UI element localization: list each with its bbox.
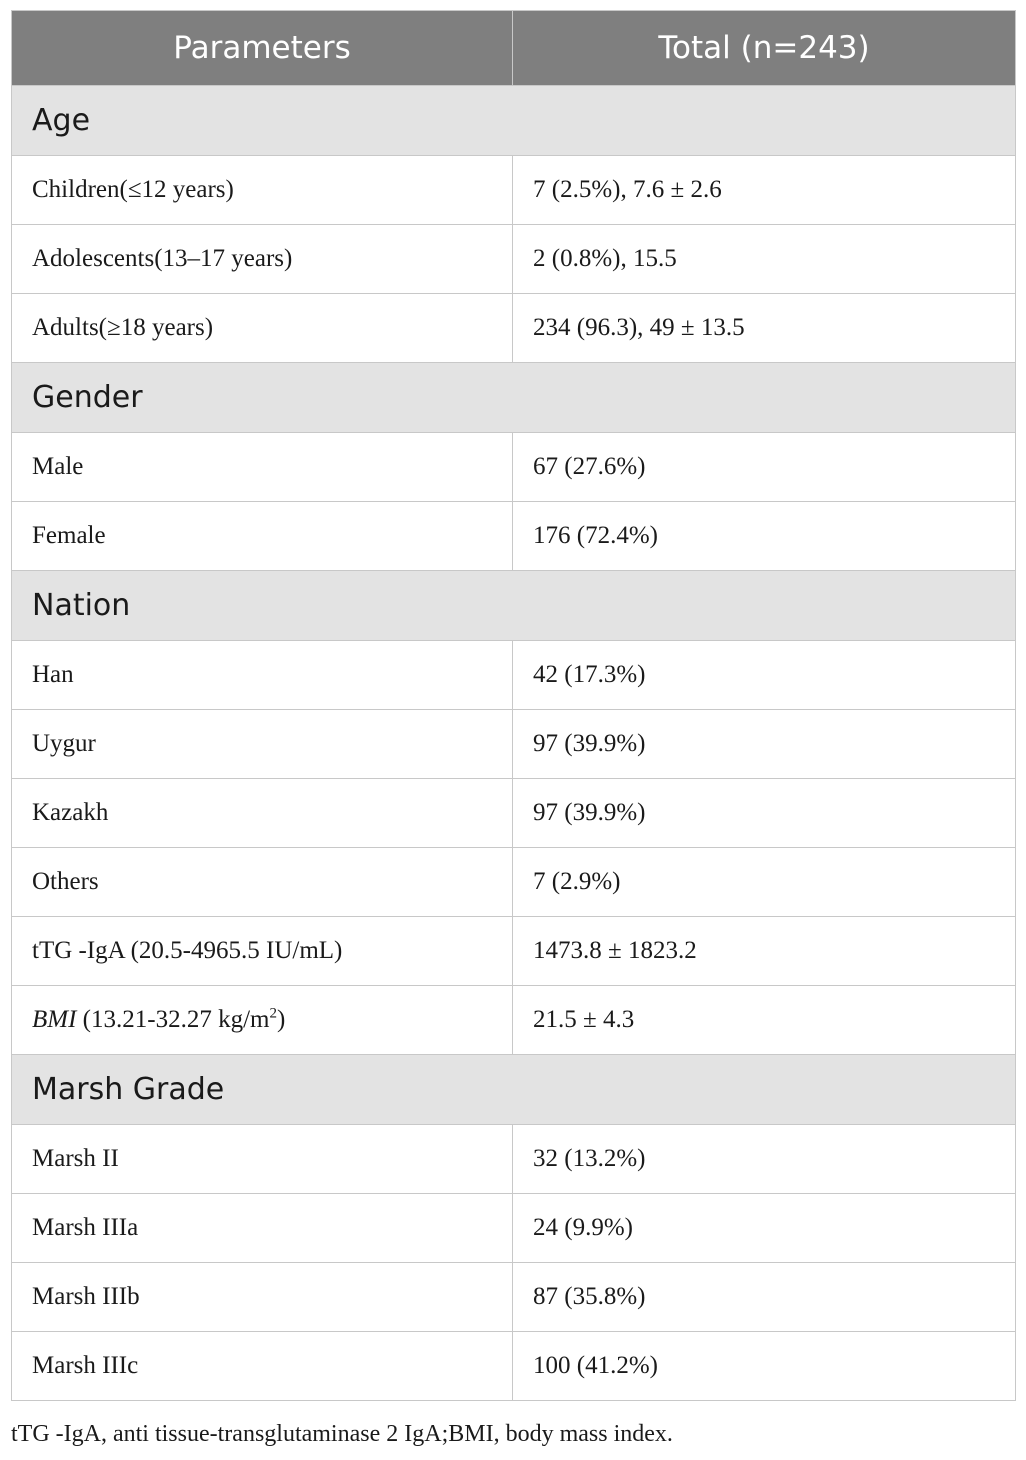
- row-label: Kazakh: [11, 778, 513, 848]
- row-label: Marsh IIIa: [11, 1193, 513, 1263]
- group-label: Nation: [11, 570, 1016, 641]
- table-row: Children(≤12 years) 7 (2.5%), 7.6 ± 2.6: [11, 155, 1016, 225]
- row-label: Female: [11, 501, 513, 571]
- table-row: BMI (13.21-32.27 kg/m2) 21.5 ± 4.3: [11, 985, 1016, 1055]
- row-value: 67 (27.6%): [512, 432, 1016, 502]
- row-label-bmi: BMI (13.21-32.27 kg/m2): [11, 985, 513, 1055]
- row-label: Others: [11, 847, 513, 917]
- table-row: Han 42 (17.3%): [11, 640, 1016, 710]
- row-value: 1473.8 ± 1823.2: [512, 916, 1016, 986]
- bmi-abbrev: BMI: [32, 1006, 77, 1033]
- group-label: Gender: [11, 362, 1016, 433]
- row-value: 7 (2.5%), 7.6 ± 2.6: [512, 155, 1016, 225]
- header-total: Total (n=243): [512, 10, 1016, 86]
- row-value: 21.5 ± 4.3: [512, 985, 1016, 1055]
- row-value: 32 (13.2%): [512, 1124, 1016, 1194]
- table-row: Marsh II 32 (13.2%): [11, 1124, 1016, 1194]
- row-value: 87 (35.8%): [512, 1262, 1016, 1332]
- table-row: tTG -IgA (20.5-4965.5 IU/mL) 1473.8 ± 18…: [11, 916, 1016, 986]
- table-row: Female 176 (72.4%): [11, 501, 1016, 571]
- row-label: Uygur: [11, 709, 513, 779]
- row-label: Adults(≥18 years): [11, 293, 513, 363]
- table-row: Adolescents(13–17 years) 2 (0.8%), 15.5: [11, 224, 1016, 294]
- table-footnote: tTG -IgA, anti tissue-transglutaminase 2…: [11, 1421, 673, 1447]
- row-value: 24 (9.9%): [512, 1193, 1016, 1263]
- bmi-superscript: 2: [269, 1005, 277, 1022]
- row-label: Adolescents(13–17 years): [11, 224, 513, 294]
- group-label: Marsh Grade: [11, 1054, 1016, 1125]
- row-value: 100 (41.2%): [512, 1331, 1016, 1401]
- row-value: 176 (72.4%): [512, 501, 1016, 571]
- table-row: Kazakh 97 (39.9%): [11, 778, 1016, 848]
- row-value: 97 (39.9%): [512, 709, 1016, 779]
- bmi-close-paren: ): [276, 1006, 286, 1033]
- row-label: Marsh IIIb: [11, 1262, 513, 1332]
- group-row-nation: Nation: [11, 570, 1016, 641]
- row-value: 234 (96.3), 49 ± 13.5: [512, 293, 1016, 363]
- table-row: Marsh IIIb 87 (35.8%): [11, 1262, 1016, 1332]
- bmi-range: (13.21-32.27 kg/m: [76, 1006, 270, 1033]
- table-header-row: Parameters Total (n=243): [11, 10, 1016, 86]
- table-row: Marsh IIIa 24 (9.9%): [11, 1193, 1016, 1263]
- row-value: 2 (0.8%), 15.5: [512, 224, 1016, 294]
- header-parameters: Parameters: [11, 10, 513, 86]
- row-label: Marsh IIIc: [11, 1331, 513, 1401]
- table-row: Others 7 (2.9%): [11, 847, 1016, 917]
- row-label: Han: [11, 640, 513, 710]
- group-row-marsh-grade: Marsh Grade: [11, 1054, 1016, 1125]
- row-label: tTG -IgA (20.5-4965.5 IU/mL): [11, 916, 513, 986]
- table-row: Adults(≥18 years) 234 (96.3), 49 ± 13.5: [11, 293, 1016, 363]
- table-row: Male 67 (27.6%): [11, 432, 1016, 502]
- row-label: Children(≤12 years): [11, 155, 513, 225]
- group-label: Age: [11, 85, 1016, 156]
- demographics-table: Parameters Total (n=243) Age Children(≤1…: [11, 10, 1016, 1401]
- row-value: 7 (2.9%): [512, 847, 1016, 917]
- row-value: 97 (39.9%): [512, 778, 1016, 848]
- row-value: 42 (17.3%): [512, 640, 1016, 710]
- group-row-gender: Gender: [11, 362, 1016, 433]
- row-label: Marsh II: [11, 1124, 513, 1194]
- table-row: Uygur 97 (39.9%): [11, 709, 1016, 779]
- table-row: Marsh IIIc 100 (41.2%): [11, 1331, 1016, 1401]
- row-label: Male: [11, 432, 513, 502]
- group-row-age: Age: [11, 85, 1016, 156]
